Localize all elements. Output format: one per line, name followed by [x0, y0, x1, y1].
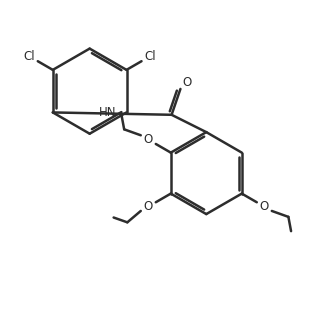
Text: Cl: Cl	[144, 50, 156, 63]
Text: O: O	[183, 76, 192, 89]
Text: Cl: Cl	[23, 50, 35, 63]
Text: O: O	[143, 200, 153, 213]
Text: O: O	[143, 133, 153, 146]
Text: O: O	[260, 200, 269, 213]
Text: HN: HN	[99, 106, 116, 118]
